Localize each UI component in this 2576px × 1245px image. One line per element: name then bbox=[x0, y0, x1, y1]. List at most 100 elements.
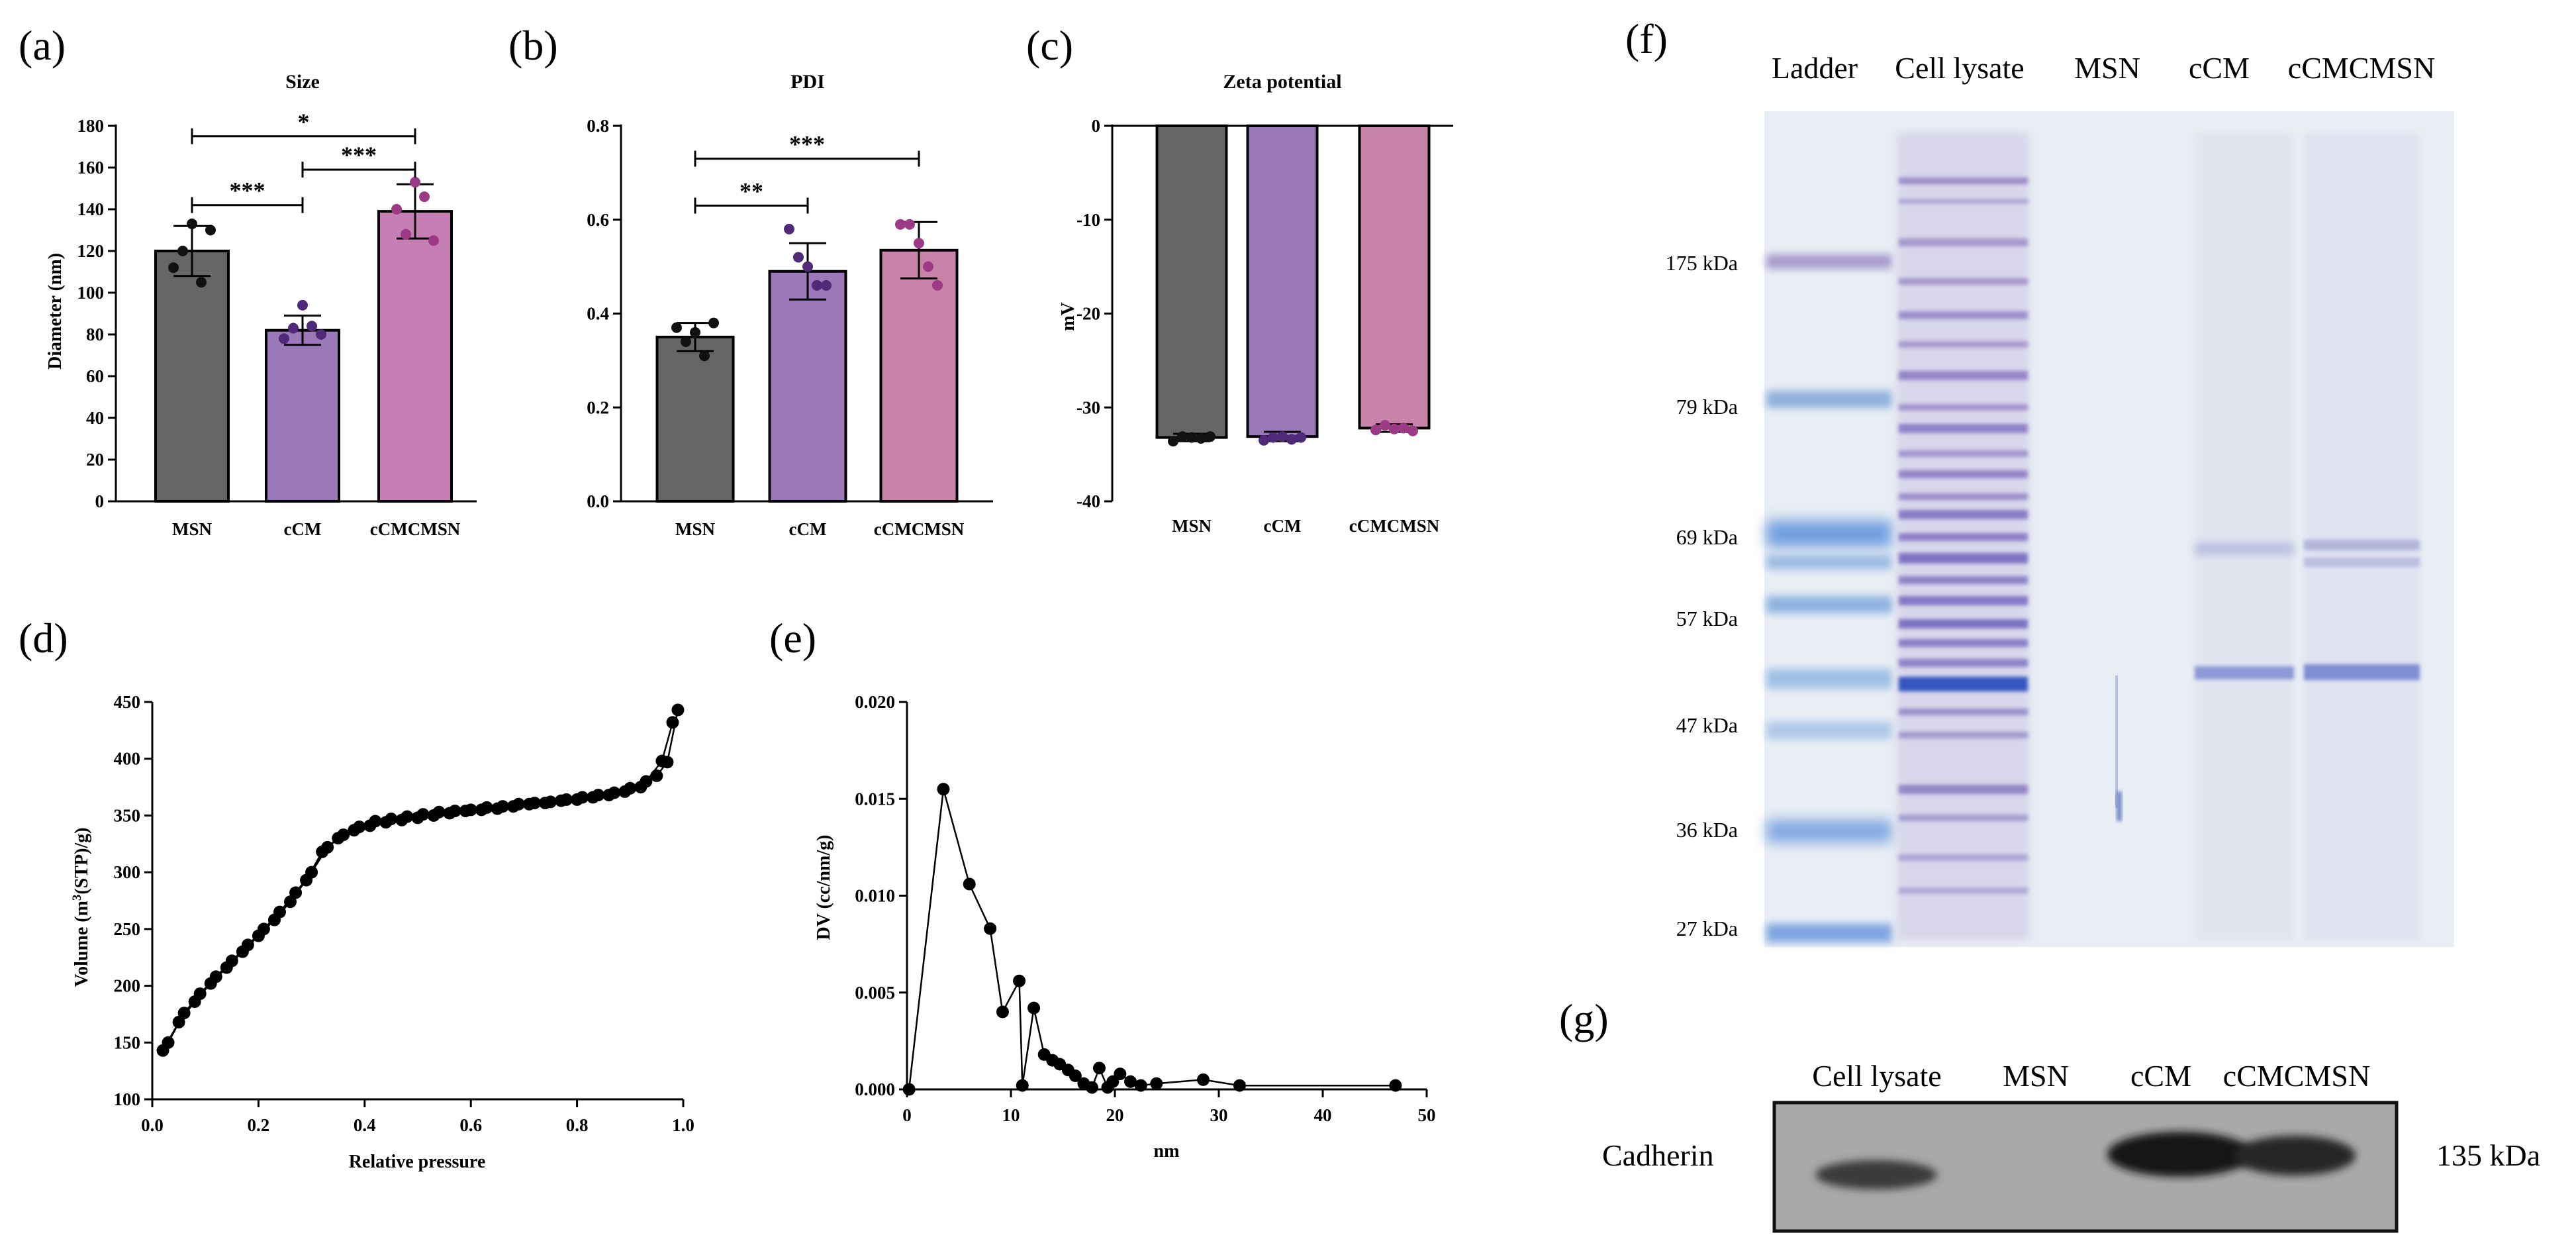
data-point bbox=[512, 797, 525, 811]
data-point bbox=[416, 808, 430, 821]
x-axis-label: Relative pressure bbox=[349, 1152, 486, 1172]
gel-lane-label: MSN bbox=[2074, 51, 2140, 85]
data-point bbox=[1124, 1075, 1137, 1088]
y-tick-label: 0 bbox=[95, 491, 105, 511]
bar-cCMCMSN bbox=[879, 248, 959, 503]
y-tick-label: -30 bbox=[1076, 397, 1100, 417]
x-tick-label: MSN bbox=[172, 519, 213, 539]
blot-lane-label: MSN bbox=[2003, 1059, 2069, 1093]
data-point bbox=[963, 877, 976, 891]
chart-title: Size bbox=[285, 71, 320, 93]
series-line bbox=[908, 789, 1396, 1090]
data-point bbox=[1389, 1079, 1402, 1092]
y-tick-label: 0.010 bbox=[855, 886, 895, 906]
data-point bbox=[1205, 431, 1216, 442]
data-point bbox=[560, 793, 573, 806]
y-axis-label: mV bbox=[1058, 302, 1078, 331]
cell-lysate-bands bbox=[1897, 132, 2029, 940]
data-point bbox=[937, 783, 950, 796]
data-point bbox=[904, 219, 915, 230]
blot-band bbox=[2234, 1136, 2356, 1175]
data-point bbox=[996, 1005, 1009, 1019]
data-point bbox=[401, 228, 411, 240]
data-point bbox=[576, 791, 589, 804]
data-point bbox=[428, 235, 439, 246]
y-tick-label: 80 bbox=[86, 324, 104, 344]
significance-label: *** bbox=[230, 177, 265, 204]
data-point bbox=[690, 326, 700, 338]
data-point bbox=[812, 279, 822, 291]
series-line bbox=[167, 722, 674, 1043]
data-point bbox=[284, 895, 297, 909]
data-point bbox=[1296, 432, 1306, 443]
data-point bbox=[391, 204, 402, 215]
data-point bbox=[168, 262, 179, 274]
data-point bbox=[353, 821, 366, 834]
panel-label-b: (b) bbox=[508, 22, 558, 69]
data-point bbox=[655, 754, 669, 768]
western-blot: Cell lysate MSN cCM cCMCMSN Cadherin 135… bbox=[1602, 1059, 2540, 1233]
data-point bbox=[624, 781, 637, 795]
y-tick-label: 300 bbox=[114, 862, 141, 882]
data-point bbox=[316, 329, 326, 340]
y-tick-label: 160 bbox=[77, 158, 105, 177]
data-point bbox=[699, 350, 710, 362]
data-point bbox=[640, 775, 653, 788]
data-point bbox=[592, 789, 605, 802]
data-point bbox=[932, 279, 943, 291]
data-point bbox=[821, 279, 832, 291]
y-tick-label: 40 bbox=[86, 408, 104, 428]
data-point bbox=[671, 322, 682, 333]
x-tick-label: MSN bbox=[675, 519, 716, 539]
y-tick-label: -20 bbox=[1076, 304, 1100, 324]
data-point bbox=[1168, 436, 1178, 447]
blot-size-label: 135 kDa bbox=[2436, 1138, 2540, 1172]
data-point bbox=[337, 828, 350, 842]
blot-lane-label: Cell lysate bbox=[1812, 1059, 1941, 1093]
x-axis-label: nm bbox=[1154, 1141, 1180, 1162]
data-point bbox=[1268, 432, 1278, 443]
gel-marker-label: 57 kDa bbox=[1676, 607, 1738, 630]
data-point bbox=[528, 797, 541, 810]
data-point bbox=[496, 800, 509, 813]
chart-title: Zeta potential bbox=[1223, 71, 1341, 93]
data-point bbox=[666, 716, 679, 729]
bar-cCM bbox=[768, 270, 847, 503]
chart-pore-size: nm DV (cc/nm/g) 0.000 0.005 0.010 0.015 0.02… bbox=[814, 692, 1436, 1162]
chart-size: Size Diameter (nm) MSN cCM cCMCMSN 0 20 40 60 8… bbox=[45, 71, 477, 539]
y-tick-label: 0.2 bbox=[587, 397, 609, 417]
data-point bbox=[1013, 974, 1026, 987]
x-tick-label: cCM bbox=[789, 519, 827, 539]
panel-label-c: (c) bbox=[1026, 22, 1073, 69]
data-point bbox=[671, 703, 685, 717]
y-tick-label: 120 bbox=[77, 241, 105, 261]
data-point bbox=[1134, 1079, 1147, 1092]
data-point bbox=[162, 1036, 175, 1049]
y-tick-label: 0.020 bbox=[855, 692, 895, 712]
gel-lane-label: cCM bbox=[2189, 51, 2250, 85]
data-point bbox=[410, 177, 420, 188]
x-tick-label: cCMCMSN bbox=[1349, 516, 1440, 536]
data-point bbox=[1398, 423, 1409, 434]
gel-lane-label: cCMCMSN bbox=[2288, 51, 2435, 85]
data-point bbox=[923, 261, 933, 272]
chart-zeta-potential: Zeta potential mV MSN cCM cCMCMSN 0 -10 -20 -3… bbox=[1058, 71, 1453, 536]
gel-marker-label: 36 kDa bbox=[1676, 818, 1738, 842]
data-point bbox=[544, 795, 557, 809]
blot-band bbox=[2107, 1132, 2253, 1177]
y-tick-label: 180 bbox=[77, 116, 105, 136]
gel-marker-label: 69 kDa bbox=[1676, 525, 1738, 549]
panel-label-d: (d) bbox=[19, 615, 68, 662]
ccm-lane-bands bbox=[2195, 132, 2294, 940]
x-tick-label: cCM bbox=[284, 519, 322, 539]
data-point bbox=[273, 905, 286, 919]
data-point bbox=[914, 238, 924, 249]
y-tick-label: 0.6 bbox=[587, 210, 609, 230]
data-point bbox=[895, 219, 906, 230]
y-tick-label: 0 bbox=[1092, 116, 1101, 136]
x-tick-label: 50 bbox=[1418, 1105, 1436, 1125]
sds-page-gel: Ladder Cell lysate MSN cCM cCMCMSN 175 k… bbox=[1666, 51, 2454, 947]
y-tick-label: 0.0 bbox=[587, 491, 609, 511]
panel-label-g: (g) bbox=[1559, 995, 1609, 1042]
